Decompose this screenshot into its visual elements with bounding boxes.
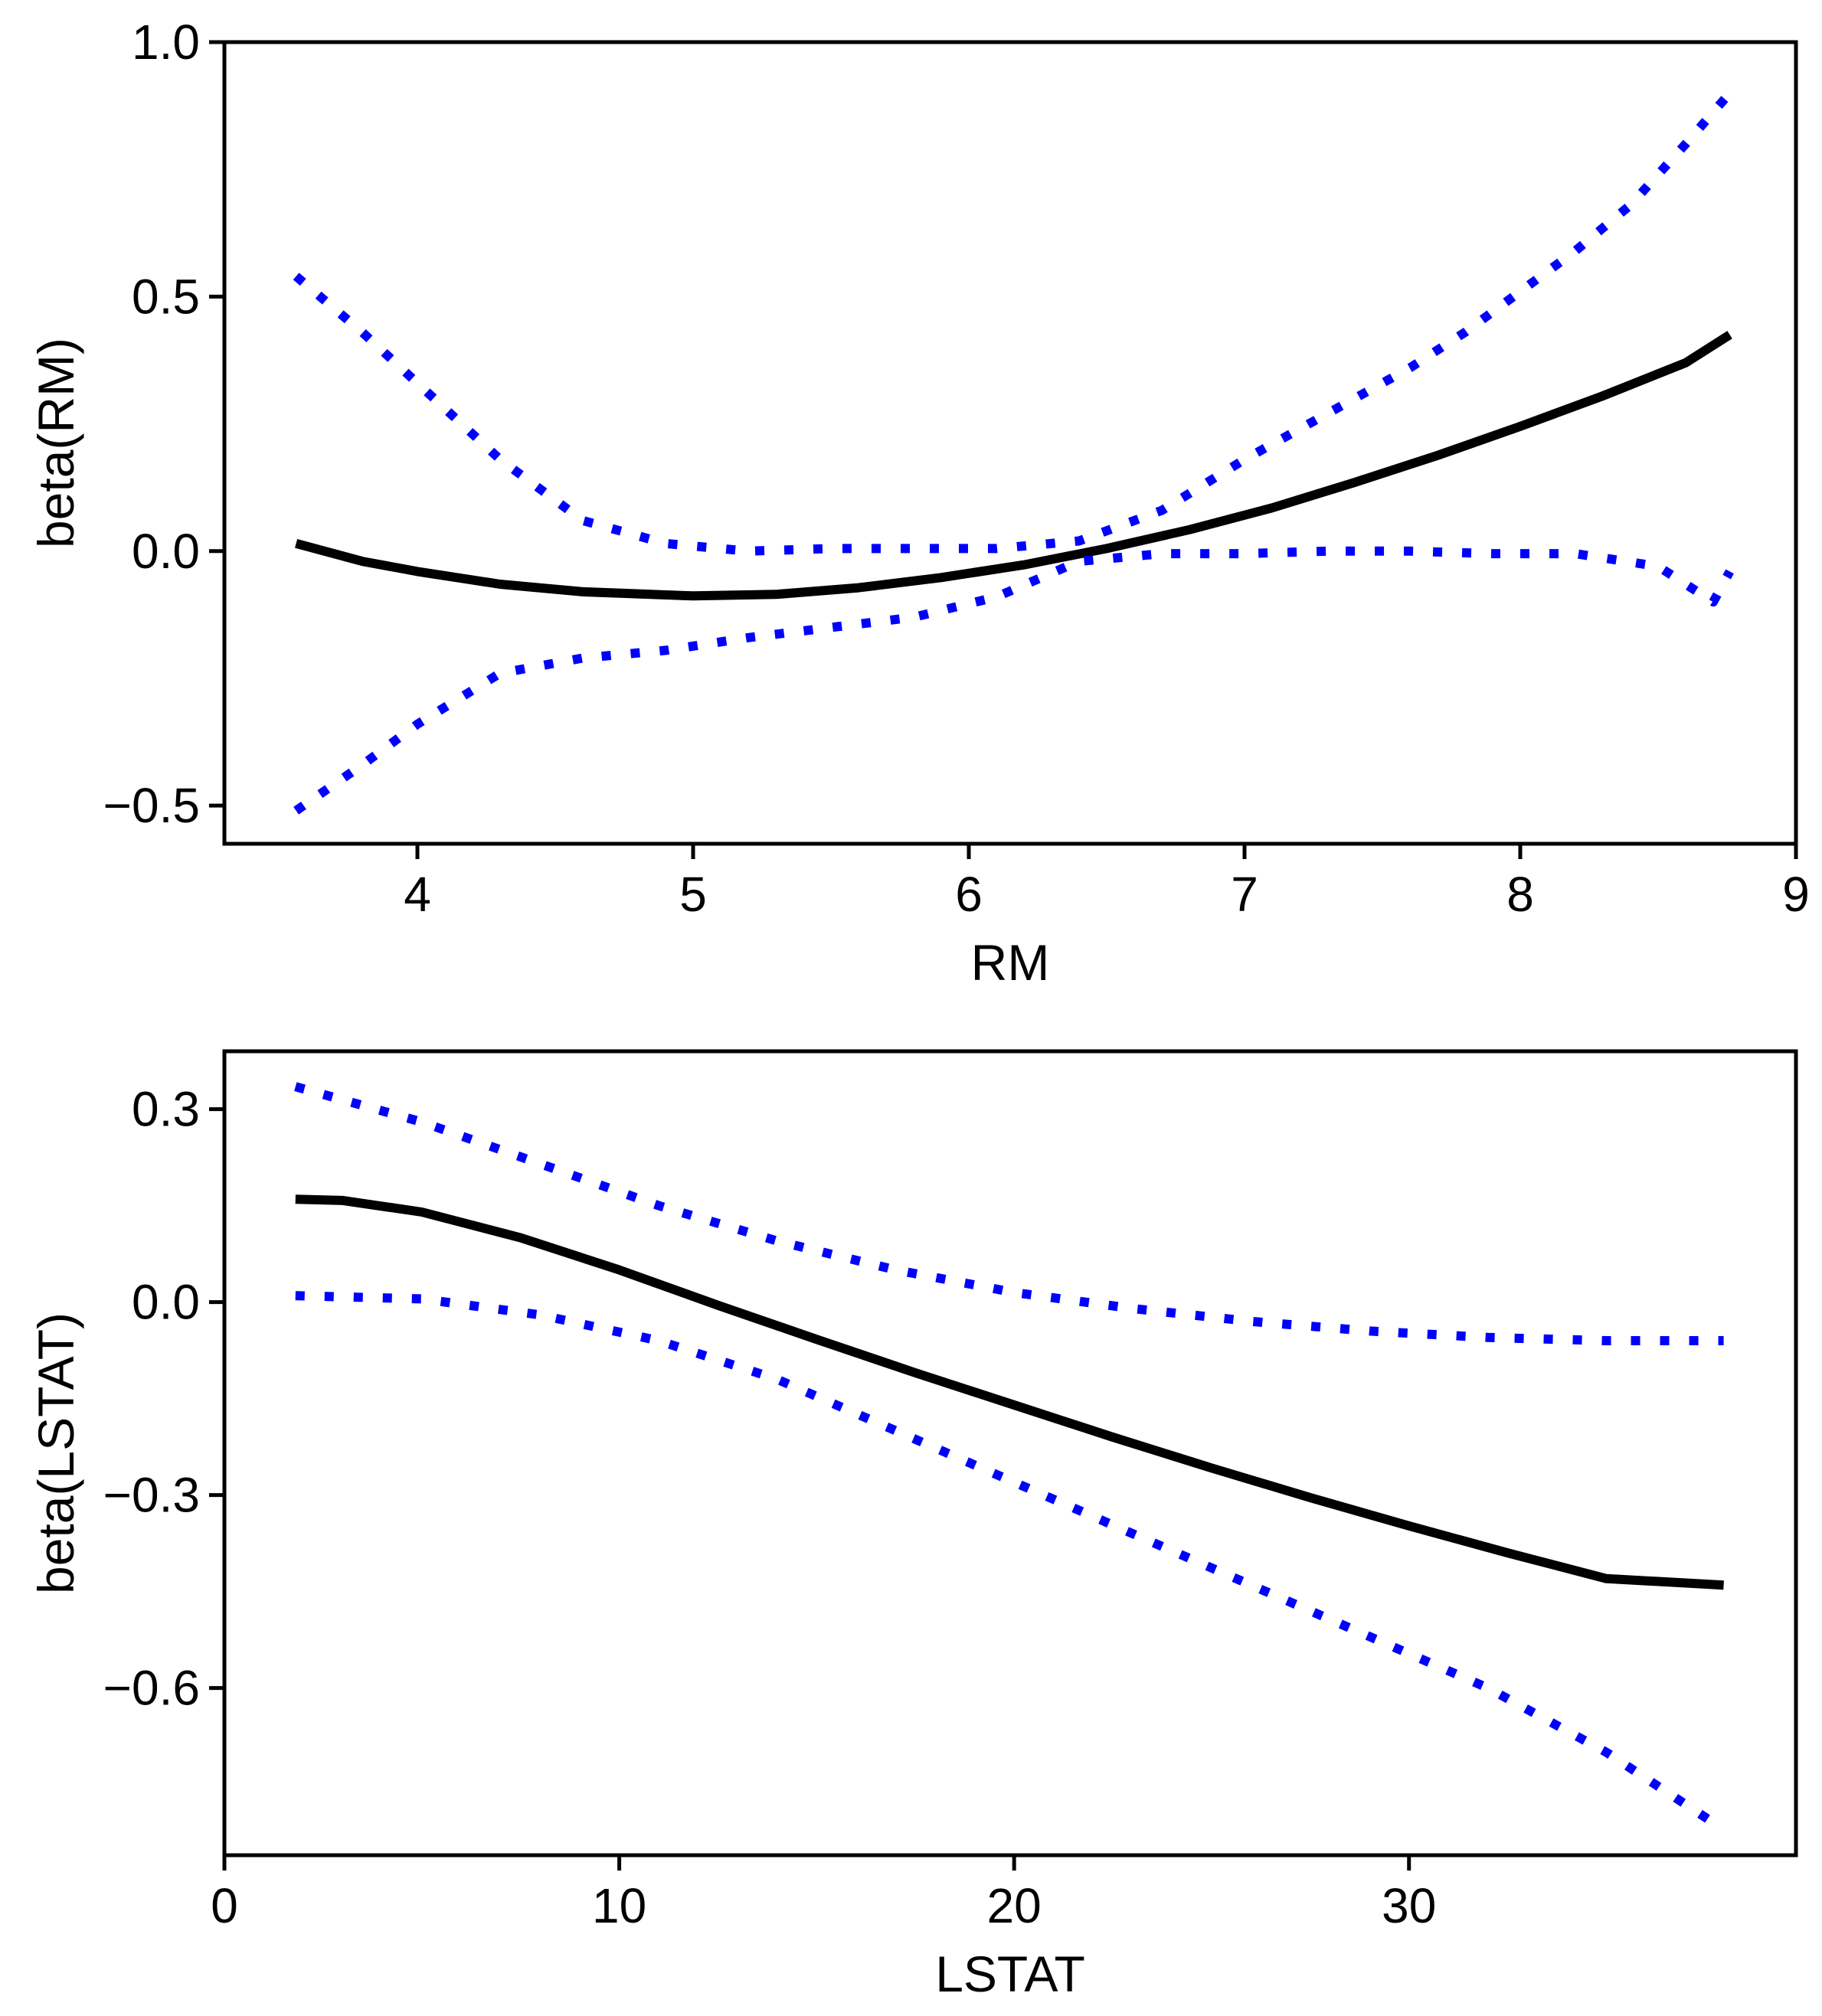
lstat-x-axis-label: LSTAT (935, 1946, 1085, 2002)
rm-x-tick-label: 7 (1231, 867, 1258, 922)
rm-x-axis-label: RM (971, 934, 1050, 991)
rm-series-estimate (295, 331, 1732, 601)
rm-y-tick-label: 1.0 (132, 15, 200, 70)
rm-y-tick-label: −0.5 (103, 778, 200, 833)
lstat-series-lower-band (295, 1291, 1726, 1834)
rm-series-lower-band (293, 546, 1734, 815)
lstat-x-tick-label: 10 (592, 1878, 646, 1933)
lstat-y-axis-label: beta(LSTAT) (28, 1312, 84, 1594)
lstat-y-tick-label: 0.3 (132, 1082, 200, 1137)
lstat-series-estimate (295, 1194, 1724, 1590)
rm-x-tick-label: 4 (404, 867, 431, 922)
lstat-plot-panel: 0 10 20 30 0.3 0.0 −0.3 −0.6 LSTAT beta(LSTAT) (28, 1049, 1798, 2002)
rm-plot-frame (222, 40, 1798, 846)
rm-x-tick-label: 8 (1506, 867, 1534, 922)
rm-y-tick-label: 0.5 (132, 269, 200, 324)
rm-x-tick-label: 9 (1782, 867, 1810, 922)
rm-y-axis-label: beta(RM) (28, 338, 84, 548)
rm-y-tick-label: 0.0 (132, 524, 200, 579)
lstat-plot-frame (222, 1049, 1798, 1858)
rm-x-tick-label: 5 (679, 867, 707, 922)
lstat-y-tick-label: −0.3 (103, 1468, 200, 1523)
lstat-x-tick-label: 20 (987, 1878, 1042, 1933)
rm-plot-panel: 4 5 6 7 8 9 1.0 0.5 0.0 −0.5 RM beta(RM) (28, 15, 1810, 991)
rm-series-upper-band (293, 90, 1734, 556)
lstat-y-tick-label: −0.6 (103, 1661, 200, 1716)
lstat-x-tick-label: 30 (1382, 1878, 1436, 1933)
lstat-x-tick-label: 0 (211, 1878, 238, 1933)
rm-x-tick-label: 6 (955, 867, 983, 922)
lstat-y-tick-label: 0.0 (132, 1275, 200, 1330)
lstat-series-upper-band (294, 1082, 1724, 1345)
